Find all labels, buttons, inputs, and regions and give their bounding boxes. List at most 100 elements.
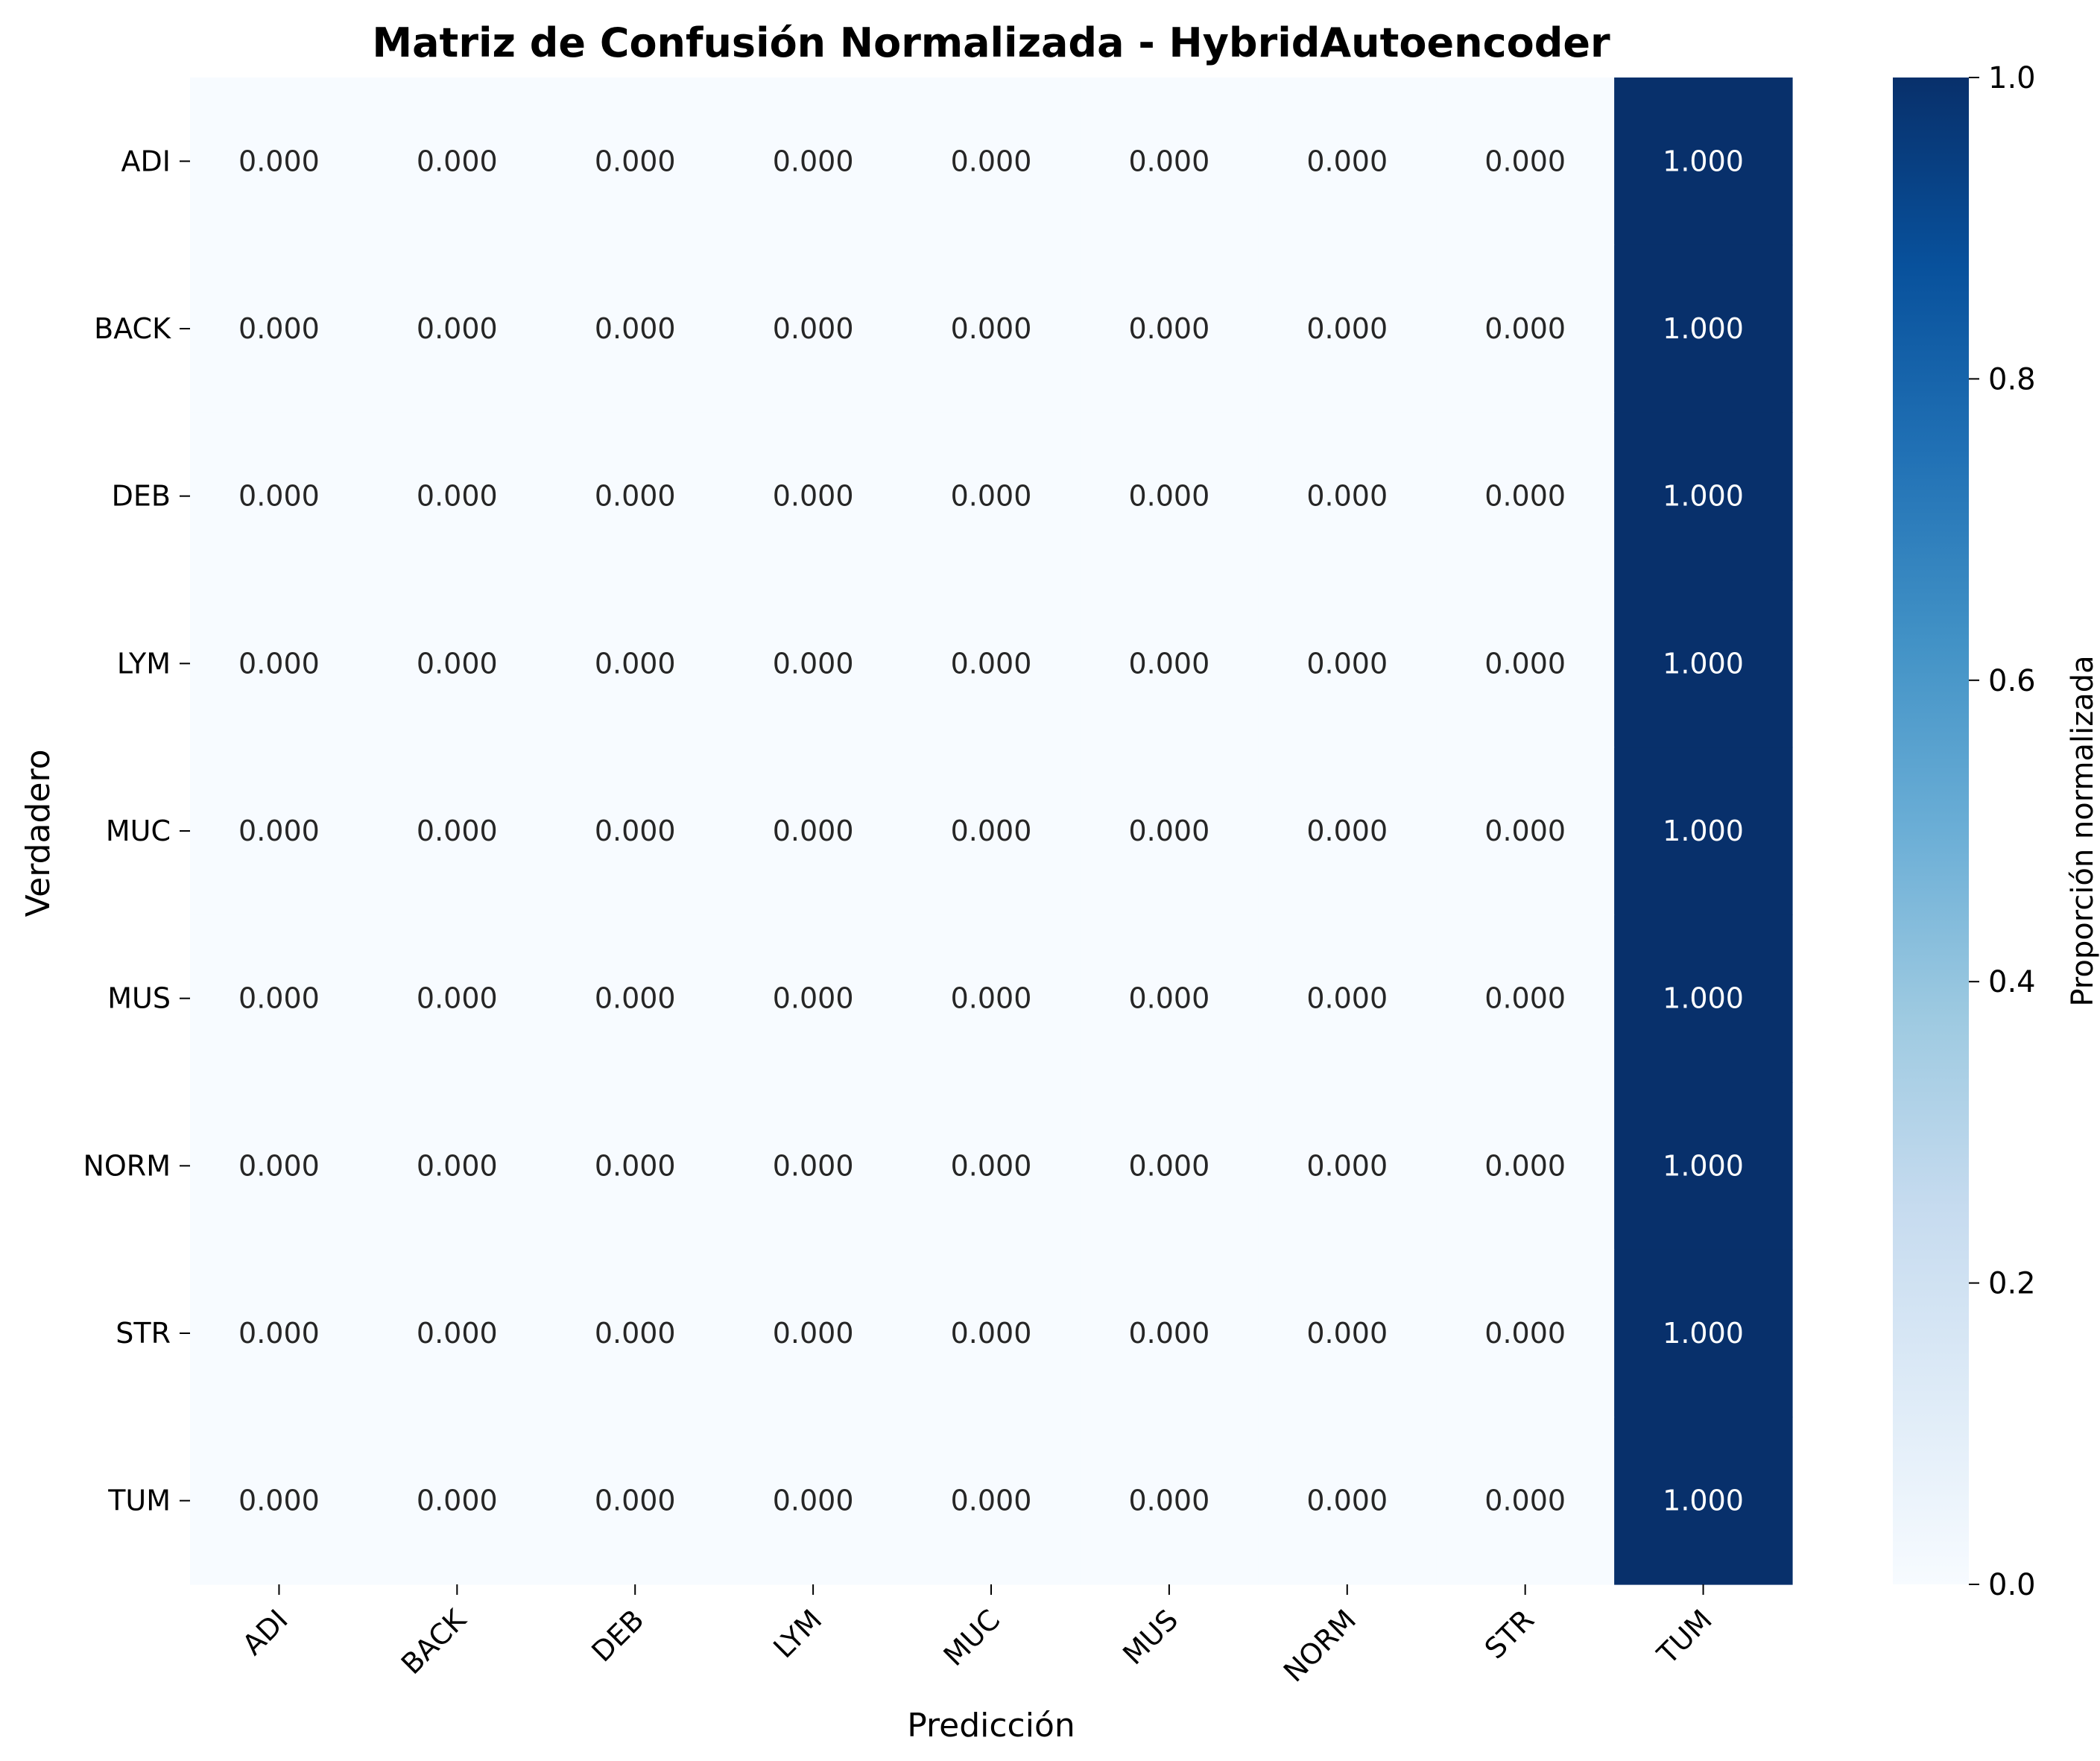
heatmap-cell (1258, 1417, 1437, 1585)
cell-value-label: 0.000 (595, 145, 676, 177)
heatmap-cell (1258, 914, 1437, 1083)
cell-value-label: 0.000 (238, 145, 320, 177)
cell-value-label: 0.000 (595, 815, 676, 847)
cell-value-label: 1.000 (1663, 815, 1744, 847)
cell-value-label: 1.000 (1663, 982, 1744, 1015)
heatmap-cell (724, 747, 903, 915)
heatmap-cell (1614, 1249, 1793, 1417)
heatmap-cell (1080, 580, 1259, 748)
heatmap-cell (1258, 78, 1437, 246)
cell-value-label: 0.000 (773, 815, 854, 847)
cell-value-label: 1.000 (1663, 480, 1744, 513)
x-tick-label: BACK (395, 1602, 473, 1681)
x-tick-label: STR (1478, 1603, 1540, 1665)
heatmap-cell (1436, 747, 1615, 915)
cell-value-label: 0.000 (773, 145, 854, 177)
heatmap-cell (545, 244, 725, 413)
cell-value-label: 0.000 (417, 815, 498, 847)
cell-value-label: 0.000 (238, 1149, 320, 1182)
cell-value-label: 0.000 (951, 145, 1032, 177)
heatmap-cell (724, 914, 903, 1083)
cell-value-label: 0.000 (1484, 1485, 1566, 1517)
cell-value-label: 0.000 (1128, 1485, 1209, 1517)
x-tick-label: DEB (585, 1603, 650, 1668)
cell-value-label: 0.000 (951, 312, 1032, 345)
cell-value-label: 0.000 (951, 982, 1032, 1015)
y-tick-label: ADI (121, 145, 171, 177)
cell-value-label: 0.000 (1128, 145, 1209, 177)
y-tick-label: BACK (94, 312, 171, 345)
cell-value-label: 0.000 (595, 982, 676, 1015)
heatmap-cell (1080, 1082, 1259, 1251)
heatmap-cell (1436, 1417, 1615, 1585)
heatmap-cell (1614, 580, 1793, 748)
cell-value-label: 0.000 (1484, 815, 1566, 847)
heatmap-cell (724, 1417, 903, 1585)
cell-value-label: 0.000 (595, 1485, 676, 1517)
heatmap-cell (190, 412, 369, 581)
heatmap-cell (1080, 914, 1259, 1083)
heatmap-cell (1614, 78, 1793, 246)
y-tick-label: TUM (107, 1485, 171, 1517)
cell-value-label: 0.000 (951, 647, 1032, 680)
y-tick-label: MUC (106, 815, 171, 847)
heatmap-cell (545, 1417, 725, 1585)
cell-value-label: 0.000 (773, 1317, 854, 1350)
cell-value-label: 0.000 (417, 982, 498, 1015)
heatmap-cell (1080, 747, 1259, 915)
heatmap-cells (190, 78, 1793, 1585)
cell-value-label: 0.000 (417, 145, 498, 177)
heatmap-cell (367, 78, 547, 246)
heatmap-cell (545, 580, 725, 748)
cell-value-label: 0.000 (773, 312, 854, 345)
y-tick-label: STR (116, 1317, 171, 1350)
cell-value-label: 0.000 (1484, 982, 1566, 1015)
heatmap-cell (545, 1249, 725, 1417)
cell-value-label: 0.000 (951, 1149, 1032, 1182)
cell-value-label: 0.000 (1128, 480, 1209, 513)
heatmap-cell (545, 914, 725, 1083)
cell-value-label: 0.000 (951, 480, 1032, 513)
heatmap-cell (190, 1082, 369, 1251)
cell-value-label: 0.000 (595, 1149, 676, 1182)
cell-value-label: 0.000 (1306, 982, 1388, 1015)
heatmap-cell (902, 244, 1081, 413)
heatmap-cell (1258, 1082, 1437, 1251)
heatmap-cell (724, 412, 903, 581)
heatmap-cell (367, 580, 547, 748)
heatmap-cell (902, 412, 1081, 581)
cell-labels: 0.000 0.000 0.000 0.000 0.000 0.000 0.000 0.000… (238, 145, 1744, 1517)
cell-value-label: 0.000 (417, 1485, 498, 1517)
heatmap-cell (1080, 78, 1259, 246)
cell-value-label: 0.000 (773, 647, 854, 680)
x-axis-ticks: ADI BACK DEB LYM MUC MUS NORM STR TUM (236, 1584, 1718, 1688)
x-tick-label: ADI (236, 1603, 294, 1661)
y-tick-label: DEB (112, 480, 171, 513)
heatmap-cell (190, 244, 369, 413)
cell-value-label: 0.000 (1306, 1485, 1388, 1517)
cell-value-label: 0.000 (951, 815, 1032, 847)
heatmap-cell (367, 914, 547, 1083)
cell-value-label: 0.000 (1484, 1317, 1566, 1350)
heatmap-cell (190, 1249, 369, 1417)
heatmap-cell (1080, 412, 1259, 581)
heatmap-cell (367, 1417, 547, 1585)
heatmap-cell (902, 78, 1081, 246)
cell-value-label: 0.000 (238, 647, 320, 680)
cell-value-label: 0.000 (417, 312, 498, 345)
cell-value-label: 0.000 (773, 1149, 854, 1182)
colorbar-gradient (1893, 78, 1969, 1584)
heatmap-cell (545, 747, 725, 915)
cell-value-label: 1.000 (1663, 145, 1744, 177)
heatmap-cell (545, 412, 725, 581)
heatmap-cell (1436, 78, 1615, 246)
heatmap-cell (190, 1417, 369, 1585)
heatmap-cell (367, 412, 547, 581)
cell-value-label: 0.000 (417, 647, 498, 680)
heatmap-cell (1436, 580, 1615, 748)
heatmap-cell (1614, 412, 1793, 581)
cell-value-label: 0.000 (1128, 1317, 1209, 1350)
cell-value-label: 0.000 (1484, 647, 1566, 680)
cell-value-label: 0.000 (1128, 312, 1209, 345)
cell-value-label: 0.000 (1128, 982, 1209, 1015)
